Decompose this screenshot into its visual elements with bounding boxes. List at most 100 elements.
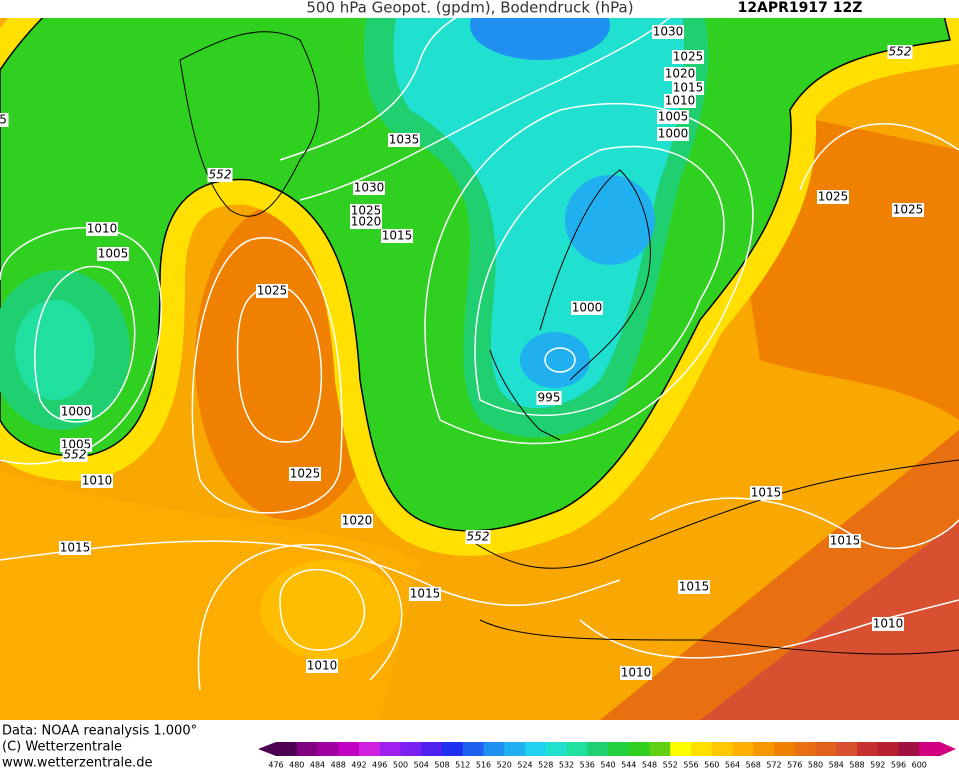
isobar-label: 1010	[665, 94, 696, 108]
colorbar-label: 600	[912, 761, 927, 770]
isobar-label-box	[892, 203, 924, 217]
isobar-label: 1015	[679, 580, 710, 594]
isobar-label-box	[750, 486, 782, 500]
colorbar-cell	[670, 742, 692, 756]
isobar-label-box	[817, 190, 849, 204]
isobar-label-box	[341, 514, 373, 528]
colorbar-cell	[587, 742, 609, 756]
isobar-label: 1025	[351, 204, 382, 218]
isobar-label: 1025	[290, 467, 321, 481]
colorbar-cell	[628, 742, 650, 756]
isobar-label: 1005	[658, 110, 689, 124]
contour-label: 552	[64, 448, 87, 462]
isobar-label: 1015	[382, 229, 413, 243]
colorbar-label: 544	[621, 761, 636, 770]
colorbar-label: 480	[289, 761, 304, 770]
colorbar-cell	[338, 742, 360, 756]
colorbar-label: 500	[393, 761, 408, 770]
isobar-label: 995	[538, 391, 561, 405]
isobar-label: 1000	[61, 405, 92, 419]
contour-label-box	[62, 448, 88, 462]
isobar-label: 1015	[673, 81, 704, 95]
contour-label-box	[887, 45, 913, 59]
isobar-label: 1010	[87, 222, 118, 236]
colorbar-label: 556	[683, 761, 698, 770]
colorbar-label: 584	[829, 761, 844, 770]
isobar-label-box	[620, 666, 652, 680]
colorbar-label: 476	[268, 761, 283, 770]
isobar-label: 1030	[653, 25, 684, 39]
colorbar-label: 552	[663, 761, 678, 770]
colorbar-label: 516	[476, 761, 491, 770]
colorbar-cell	[296, 742, 318, 756]
colorbar-cell	[462, 742, 484, 756]
colorbar-label: 592	[870, 761, 885, 770]
colorbar-cell	[919, 742, 941, 756]
isobar-label-box	[306, 659, 338, 673]
colorbar-label: 520	[497, 761, 512, 770]
colorbar-label: 512	[455, 761, 470, 770]
isobar-label-box	[388, 133, 420, 147]
map-background	[0, 0, 959, 720]
isobar-label: 1015	[830, 534, 861, 548]
colorbar: 476 480 484 488 492 496 500 504 508 512 516 520 524 5…	[258, 742, 956, 770]
contour-label: 552	[209, 168, 232, 182]
colorbar-cell	[608, 742, 630, 756]
isobar-label-box	[350, 204, 382, 218]
isobar-label: 1025	[257, 284, 288, 298]
isobar-label-box	[289, 467, 321, 481]
colorbar-label: 548	[642, 761, 657, 770]
isobar-label-box	[0, 113, 9, 127]
colorbar-label: 568	[746, 761, 761, 770]
header-bar	[0, 0, 959, 18]
colorbar-label: 532	[559, 761, 574, 770]
colorbar-label: 496	[372, 761, 387, 770]
colorbar-cell	[421, 742, 443, 756]
colorbar-cell	[815, 742, 837, 756]
isobar-label-box	[829, 534, 861, 548]
isobar-label-box	[350, 215, 382, 229]
colorbar-label: 540	[600, 761, 615, 770]
colorbar-label: 572	[766, 761, 781, 770]
isobar-label-box	[60, 405, 92, 419]
colorbar-label: 488	[331, 761, 346, 770]
isobar-label-box	[81, 474, 113, 488]
isobar-label-box	[678, 580, 710, 594]
isobar-label-box	[409, 587, 441, 601]
colorbar-label: 588	[849, 761, 864, 770]
colorbar-end	[258, 742, 276, 756]
colorbar-cell	[504, 742, 526, 756]
isobar-label: 1010	[82, 474, 113, 488]
map-title: 500 hPa Geopot. (gpdm), Bodendruck (hPa)	[306, 0, 633, 17]
colorbar-cell	[545, 742, 567, 756]
colorbar-label: 576	[787, 761, 802, 770]
isobar-label-box	[664, 67, 696, 81]
contour-label-box	[465, 530, 491, 544]
isobar-label-box	[657, 110, 689, 124]
isobar-label-box	[86, 222, 118, 236]
isobar-label-box	[872, 617, 904, 631]
isobar-label: 1005	[98, 247, 129, 261]
colorbar-cell	[732, 742, 754, 756]
coastlines	[179, 31, 959, 655]
isobar-label: 1010	[307, 659, 338, 673]
isobar-label-box	[536, 391, 562, 405]
colorbar-label: 528	[538, 761, 553, 770]
map-date: 12APR1917 12Z	[738, 0, 863, 16]
isobar-label: 1025	[818, 190, 849, 204]
isobar-label: 1020	[342, 514, 373, 528]
isobar-label-box	[381, 229, 413, 243]
colorbar-cell	[774, 742, 796, 756]
colorbar-end	[940, 742, 956, 756]
isobar-label: 1030	[354, 181, 385, 195]
isobar-label-box	[664, 94, 696, 108]
colorbar-cell	[794, 742, 816, 756]
colorbar-label: 596	[891, 761, 906, 770]
contour-label: 552	[467, 530, 490, 544]
colorbar-cell	[379, 742, 401, 756]
isobar-label-box	[652, 25, 684, 39]
isobar-label: 5	[0, 113, 7, 127]
isobar-label: 1010	[873, 617, 904, 631]
contour-label: 552	[889, 45, 912, 59]
colorbar-cell	[317, 742, 339, 756]
